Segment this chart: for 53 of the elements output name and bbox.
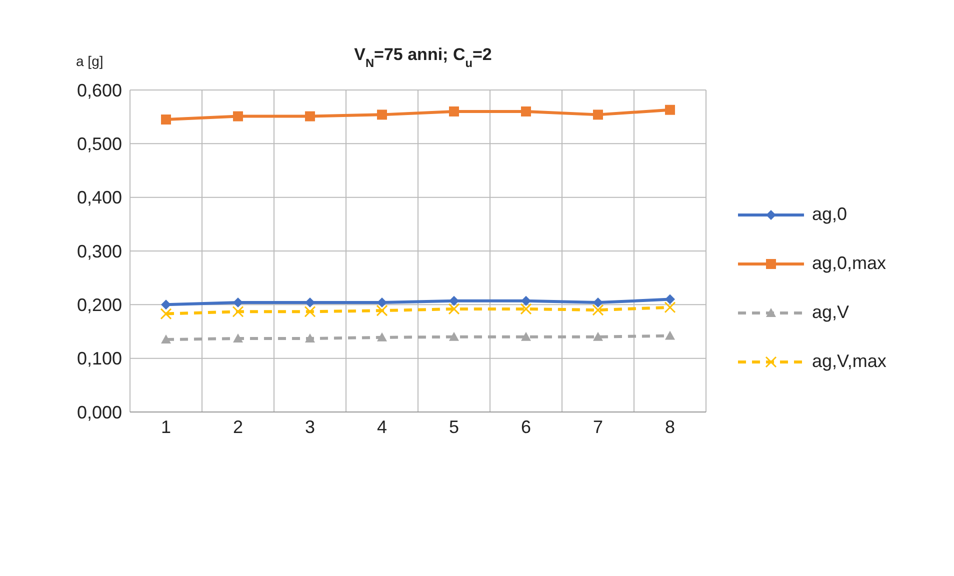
point [232,306,244,318]
point [592,304,604,316]
point [161,300,171,310]
point [665,330,675,340]
point [593,298,603,308]
y-tick-label: 0,200 [76,295,122,316]
point [520,303,532,315]
point [377,110,387,120]
point [305,333,315,342]
x-tick-label: 1 [160,416,172,437]
point [161,334,171,344]
point [521,106,531,116]
y-tick-label: 0,500 [76,134,122,154]
x-tick-label: 6 [520,416,532,437]
x-tick-label: 7 [592,416,604,437]
point [305,298,315,308]
y-tick-label: 0,100 [76,348,122,369]
point [593,110,603,120]
point [161,114,171,125]
legend-label: ag,V [812,302,850,323]
point [377,332,387,342]
y-tick-label: 0,300 [76,241,122,262]
point [376,304,388,316]
legend-label: ag,0 [812,204,848,225]
point [449,332,459,341]
x-tick-label: 2 [232,416,244,437]
x-tick-label: 5 [448,416,460,437]
point [664,302,676,314]
x-tick-label: 3 [304,416,316,437]
y-tick-label: 0,400 [76,188,122,208]
point [305,111,315,122]
legend-label: ag,0,max [812,253,886,274]
x-tick-label: 4 [376,416,388,437]
point [521,296,531,306]
point [160,308,172,320]
point [593,332,603,341]
point [304,306,316,318]
y-tick-label: 0,000 [76,402,122,422]
point [233,333,243,342]
y-axis-title: a [g] [76,53,104,69]
point [449,296,459,306]
point [233,298,243,308]
point [665,294,675,304]
chart-title: V$_{N}$=75 anni; C$_{u}$=2 [354,45,492,70]
legend-label: ag,V,max [812,351,886,372]
point [233,111,243,122]
point [665,104,675,115]
point [448,303,460,315]
y-tick-label: 0,600 [76,80,122,100]
point [521,332,531,341]
point [449,106,459,116]
point [377,298,387,308]
x-tick-label: 8 [664,416,676,437]
